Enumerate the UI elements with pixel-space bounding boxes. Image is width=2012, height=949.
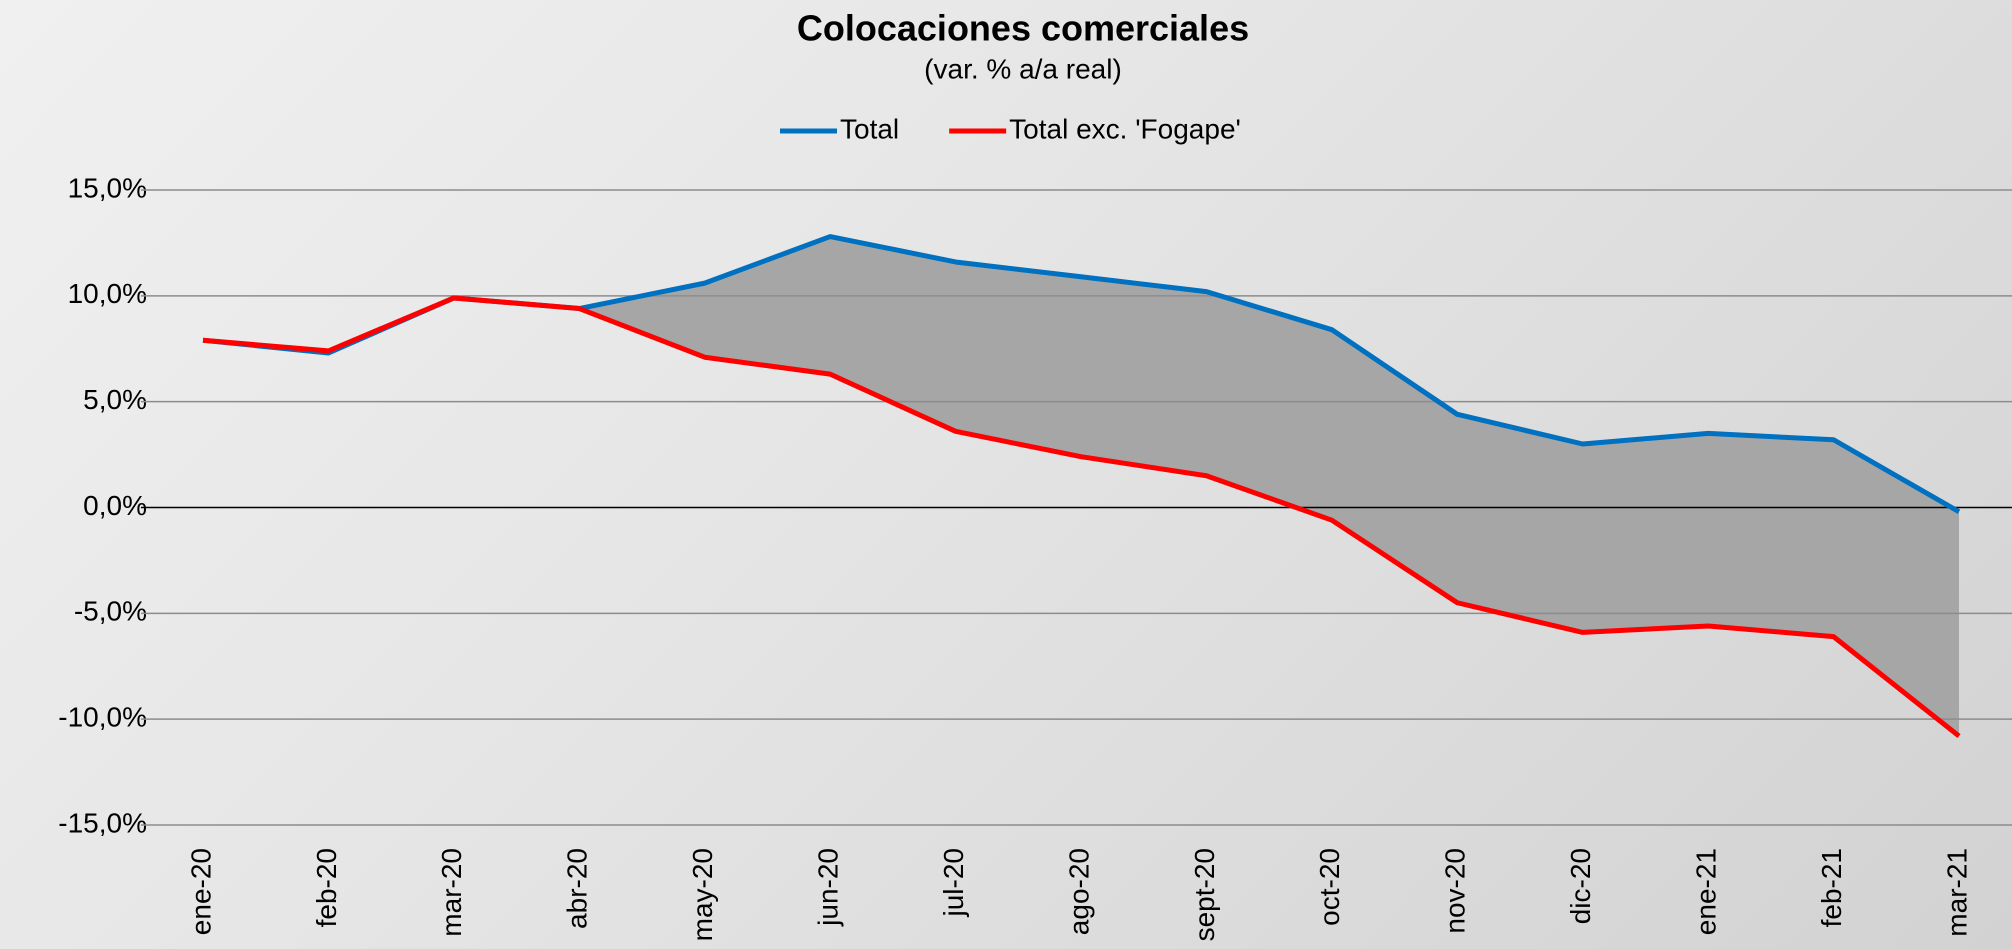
x-tick-label: ago-20 — [1063, 848, 1094, 935]
x-tick-label: may-20 — [687, 848, 718, 941]
y-tick-label: 0,0% — [83, 490, 147, 521]
y-tick-label: -15,0% — [58, 807, 147, 838]
x-tick-label: feb-20 — [311, 848, 342, 927]
gap-area — [203, 236, 1959, 737]
y-tick-label: 10,0% — [68, 278, 147, 309]
x-tick-label: ene-20 — [185, 848, 216, 935]
legend-label: Total exc. 'Fogape' — [1009, 113, 1241, 144]
x-tick-label: oct-20 — [1314, 848, 1345, 926]
x-tick-label: dic-20 — [1565, 848, 1596, 924]
chart-title: Colocaciones comerciales — [797, 8, 1249, 49]
y-tick-label: -5,0% — [74, 596, 147, 627]
x-tick-label: nov-20 — [1440, 848, 1471, 934]
x-tick-label: ene-21 — [1691, 848, 1722, 935]
y-tick-label: -10,0% — [58, 702, 147, 733]
series-line — [202, 295, 1961, 739]
x-tick-label: abr-20 — [562, 848, 593, 929]
x-tick-label: jul-20 — [938, 848, 969, 917]
x-tick-label: sept-20 — [1189, 848, 1220, 941]
x-tick-label: mar-21 — [1941, 848, 1972, 937]
x-tick-label: feb-21 — [1816, 848, 1847, 927]
y-tick-label: 5,0% — [83, 384, 147, 415]
y-tick-label: 15,0% — [68, 172, 147, 203]
chart-subtitle: (var. % a/a real) — [924, 53, 1122, 84]
x-tick-label: mar-20 — [436, 848, 467, 937]
legend-label: Total — [840, 113, 899, 144]
x-tick-label: jun-20 — [813, 848, 844, 927]
